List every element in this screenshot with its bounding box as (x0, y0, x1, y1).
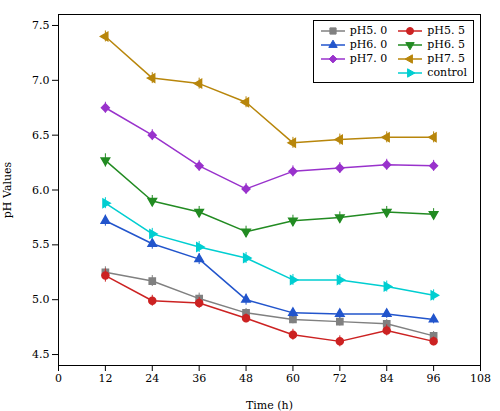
svg-text:5.0: 5.0 (32, 293, 50, 306)
svg-text:4.5: 4.5 (32, 348, 50, 361)
html-text:pH5. 5: pH5. 5 (427, 24, 465, 37)
svg-text:60: 60 (286, 372, 300, 385)
svg-text:36: 36 (192, 372, 206, 385)
svg-text:12: 12 (98, 372, 112, 385)
svg-text:72: 72 (333, 372, 347, 385)
svg-text:6.5: 6.5 (32, 129, 50, 142)
html-text:pH6. 5: pH6. 5 (427, 38, 465, 51)
svg-text:pH Values: pH Values (1, 161, 14, 218)
html-text:pH7. 0: pH7. 0 (349, 52, 388, 65)
svg-text:108: 108 (470, 372, 491, 385)
svg-text:7.5: 7.5 (32, 19, 50, 32)
svg-text:84: 84 (380, 372, 394, 385)
svg-text:6.0: 6.0 (32, 184, 50, 197)
svg-text:96: 96 (427, 372, 441, 385)
html-text:pH7. 5: pH7. 5 (427, 52, 465, 65)
svg-text:0: 0 (55, 372, 62, 385)
html-text:pH6. 0: pH6. 0 (349, 38, 388, 51)
html-text:pH5. 0: pH5. 0 (349, 24, 388, 37)
svg-text:5.5: 5.5 (32, 238, 50, 251)
svg-text:Time (h): Time (h) (246, 399, 293, 411)
html-text:control: control (427, 66, 467, 79)
svg-text:7.0: 7.0 (32, 74, 50, 87)
svg-text:48: 48 (239, 372, 253, 385)
svg-text:24: 24 (145, 372, 159, 385)
